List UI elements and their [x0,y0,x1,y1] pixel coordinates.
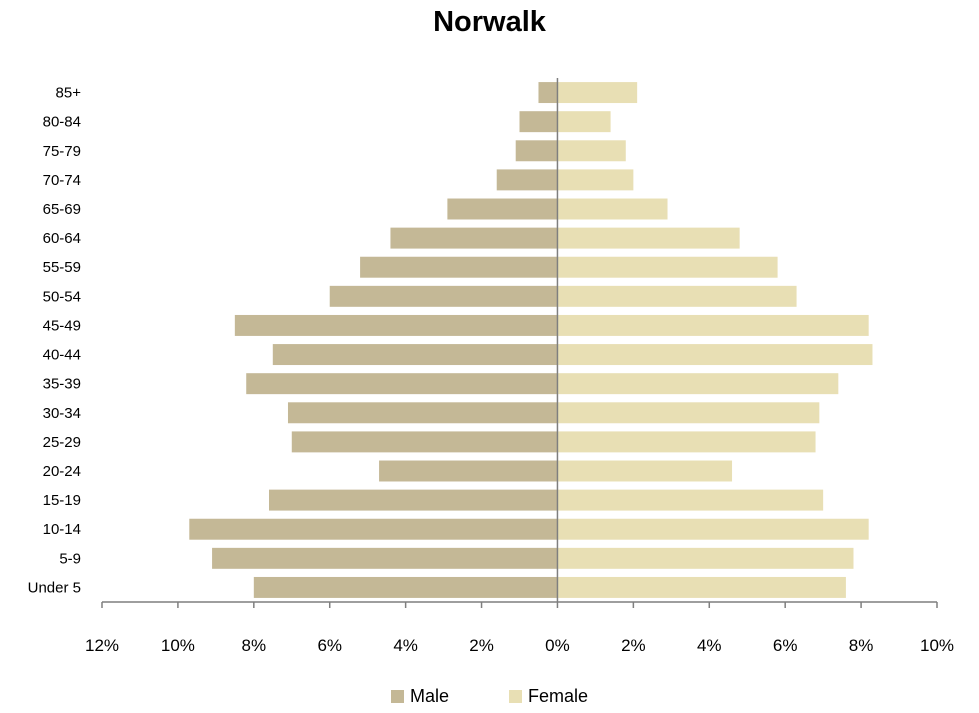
category-label: 80-84 [43,114,81,131]
bar-female-45-49 [557,314,869,336]
bar-male-85+ [538,82,558,104]
bar-male-20-24 [379,460,558,482]
bar-female-85+ [557,82,638,104]
bar-female-80-84 [557,111,611,133]
category-label: 50-54 [43,288,81,305]
bar-female-25-29 [557,431,816,453]
bar-female-60-64 [557,227,740,249]
x-tick-label: 4% [393,636,418,655]
category-label: 40-44 [43,347,81,364]
bar-male-10-14 [189,518,558,540]
bar-male-70-74 [496,169,558,191]
x-tick-label: 10% [161,636,195,655]
x-tick-label: 10% [920,636,954,655]
category-label: 45-49 [43,317,81,334]
bar-female-15-19 [557,489,824,511]
category-label: 35-39 [43,376,81,393]
bar-female-20-24 [557,460,733,482]
bar-female-30-34 [557,402,820,424]
x-tick-label: 2% [621,636,646,655]
x-tick-label: 6% [317,636,342,655]
bar-male-45-49 [234,314,558,336]
bar-female-10-14 [557,518,869,540]
category-label: 20-24 [43,463,81,480]
category-label: 5-9 [59,550,81,567]
legend: Male Female [0,686,979,707]
category-label: 60-64 [43,230,81,247]
legend-item-male: Male [390,686,449,707]
chart-title: Norwalk [433,6,546,38]
bar-female-70-74 [557,169,634,191]
bar-male-under-5 [253,576,558,598]
bar-male-25-29 [291,431,558,453]
category-label: Under 5 [28,579,81,596]
bar-female-75-79 [557,140,626,162]
legend-label-male: Male [409,686,449,706]
x-tick-label: 0% [545,636,570,655]
bar-female-5-9 [557,547,854,569]
bar-male-35-39 [246,373,558,395]
category-label: 15-19 [43,492,81,509]
bar-male-65-69 [447,198,558,220]
category-label: 55-59 [43,259,81,276]
x-tick-label: 8% [242,636,267,655]
bar-male-5-9 [212,547,558,569]
category-label: 85+ [56,85,82,102]
category-label: 75-79 [43,143,81,160]
bar-female-50-54 [557,285,797,307]
bar-male-50-54 [329,285,558,307]
category-label: 25-29 [43,434,81,451]
bar-female-40-44 [557,344,873,366]
bar-female-65-69 [557,198,668,220]
bar-male-30-34 [287,402,558,424]
bar-male-75-79 [515,140,558,162]
x-tick-label: 12% [85,636,119,655]
legend-label-female: Female [527,686,589,706]
legend-swatch-female [508,690,522,703]
bar-male-40-44 [272,344,558,366]
bar-female-35-39 [557,373,839,395]
x-tick-label: 6% [773,636,798,655]
category-label: 30-34 [43,405,81,422]
bar-male-15-19 [269,489,558,511]
x-tick-label: 8% [849,636,874,655]
x-tick-label: 2% [469,636,494,655]
legend-swatch-male [390,690,404,703]
bar-male-80-84 [519,111,558,133]
bar-female-55-59 [557,256,778,278]
legend-item-female: Female [508,686,589,707]
bar-female-under-5 [557,576,846,598]
x-tick-label: 4% [697,636,722,655]
category-label: 10-14 [43,521,81,538]
category-label: 65-69 [43,201,81,218]
category-label: 70-74 [43,172,81,189]
bar-male-60-64 [390,227,558,249]
bar-male-55-59 [360,256,558,278]
